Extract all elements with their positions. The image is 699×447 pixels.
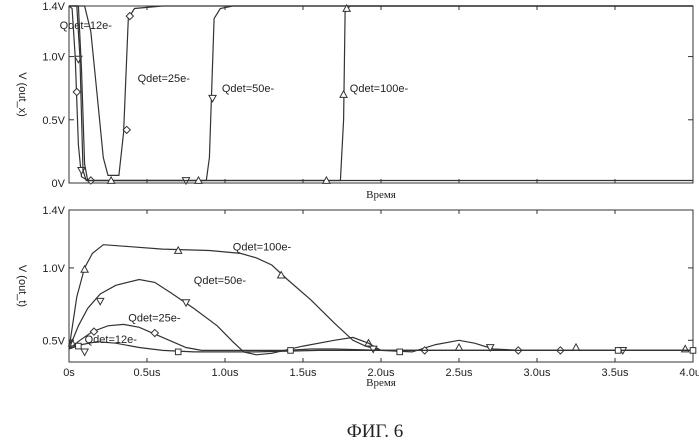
series-qdet-50e: Qdet=50e- [69, 6, 693, 184]
data-point [615, 348, 621, 354]
x-axis-label: Время [366, 189, 396, 201]
data-point [690, 348, 696, 354]
x-tick-label: 0s [63, 367, 75, 379]
series-line [69, 245, 693, 351]
plot-frame [69, 210, 693, 362]
series-line [69, 324, 693, 350]
data-point [126, 13, 133, 20]
y-tick-label: 1.0V [42, 52, 65, 64]
data-point [73, 88, 80, 95]
series-qdet-100e: Qdet=100e- [69, 242, 693, 352]
figure-caption: ФИГ. 6 [347, 421, 404, 442]
x-tick-label: 3.5us [602, 367, 629, 379]
y-tick-label: 1.4V [42, 205, 65, 217]
x-tick-label: 4.0us [680, 367, 699, 379]
data-point [209, 95, 216, 101]
x-tick-label: 2.5us [446, 367, 473, 379]
data-point [288, 348, 294, 354]
y-tick-label: 0.5V [42, 115, 65, 127]
x-tick-label: 1.0us [212, 367, 239, 379]
series-line [69, 342, 693, 352]
data-point [97, 298, 104, 304]
data-point [81, 349, 88, 355]
y-tick-label: 0.5V [42, 335, 65, 347]
data-point [278, 272, 285, 278]
x-tick-label: 1.5us [290, 367, 317, 379]
chart-top: 0V 0.5V 1.0V 1.4V V (out_x) Время Qdet=12e- Qde… [16, 1, 693, 201]
data-point [340, 91, 347, 97]
series-qdet-12e: Qdet=12e- [60, 6, 693, 184]
y-axis-label: V (out_t) [16, 265, 28, 307]
series-label: Qdet=100e- [233, 242, 292, 254]
series-label: Qdet=12e- [85, 334, 138, 346]
data-point [175, 349, 181, 355]
series-label: Qdet=50e- [222, 83, 275, 95]
series-qdet-25e: Qdet=25e- [69, 312, 693, 354]
data-point [81, 266, 88, 272]
x-tick-label: 0.5us [134, 367, 161, 379]
series-label: Qdet=12e- [60, 20, 113, 32]
chart-bottom: 0.5V1.0V1.4V0s0.5us1.0us1.5us2.0us2.5us3… [16, 205, 699, 389]
data-point [76, 343, 82, 349]
x-tick-label: 3.0us [524, 367, 551, 379]
y-tick-label: 1.0V [42, 263, 65, 275]
series-label: Qdet=25e- [128, 312, 181, 324]
series-label: Qdet=25e- [138, 73, 191, 85]
series-label: Qdet=100e- [350, 83, 409, 95]
y-axis-label: V (out_x) [16, 72, 28, 117]
data-point [455, 344, 462, 350]
series-qdet-100e: Qdet=100e- [69, 5, 693, 183]
data-point [572, 344, 579, 350]
data-point [397, 349, 403, 355]
series-label: Qdet=50e- [194, 275, 247, 287]
y-tick-label: 0V [52, 178, 66, 190]
x-axis-label: Время [366, 377, 396, 389]
y-tick-label: 1.4V [42, 1, 65, 13]
